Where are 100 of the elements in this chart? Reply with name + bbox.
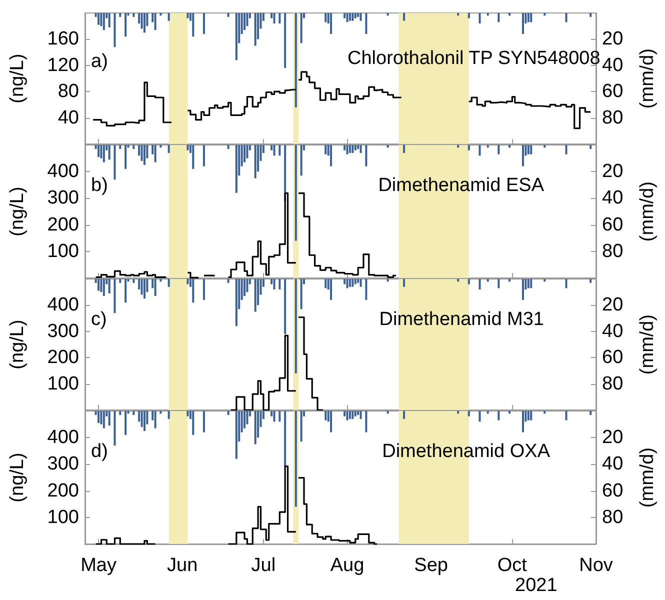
text: Dimethenamid ESA — [378, 175, 544, 196]
bar — [457, 279, 460, 282]
text: Dimethenamid OXA — [382, 441, 550, 462]
bar — [403, 13, 406, 21]
y2-axis-title: (mm/d) — [637, 314, 658, 375]
bar — [348, 279, 351, 287]
bar — [508, 145, 510, 148]
bar — [478, 13, 481, 24]
bar — [352, 13, 354, 21]
y2-tick-label: 20 — [602, 161, 624, 182]
bar — [114, 13, 116, 48]
bar — [344, 145, 346, 150]
y-tick-label: 200 — [47, 480, 79, 502]
bar — [357, 13, 360, 17]
bar — [108, 411, 110, 426]
bar — [108, 145, 110, 160]
bar — [468, 279, 470, 284]
y-tick-label: 160 — [47, 28, 79, 50]
bar — [284, 411, 286, 467]
y-tick-label: 120 — [47, 54, 79, 76]
y2-axis-title: (mm/d) — [637, 181, 658, 242]
bar — [244, 411, 246, 428]
bar — [300, 279, 302, 310]
bar — [202, 411, 205, 432]
bar — [154, 13, 156, 30]
bar — [98, 411, 100, 423]
bar — [202, 145, 205, 166]
bar — [530, 13, 532, 22]
y2-tick-label: 20 — [602, 294, 624, 316]
bar — [508, 279, 510, 282]
bar — [227, 145, 230, 149]
bar — [278, 279, 281, 290]
y2-tick-label: 40 — [602, 188, 624, 209]
y-tick-label: 300 — [47, 454, 79, 475]
bar — [235, 279, 238, 326]
bar — [386, 13, 389, 16]
text: 2021 — [515, 575, 558, 596]
bar — [186, 13, 189, 18]
bar — [457, 145, 460, 148]
bar — [168, 411, 170, 419]
bar — [324, 279, 327, 288]
bar — [386, 411, 389, 414]
bar — [530, 411, 532, 420]
bar — [324, 411, 327, 420]
bar — [119, 279, 122, 283]
bar — [357, 411, 360, 415]
bar — [365, 279, 368, 300]
bar — [527, 13, 530, 22]
bar — [590, 411, 592, 415]
bar — [300, 411, 302, 442]
x-tick-label: Sep — [414, 555, 448, 576]
bar — [108, 13, 110, 28]
x-tick-label: Aug — [330, 555, 364, 576]
bar — [192, 279, 194, 303]
bar — [273, 411, 276, 422]
y2-tick-label: 60 — [602, 214, 624, 236]
bar — [168, 13, 170, 21]
bar — [360, 279, 362, 287]
bar — [235, 13, 238, 60]
bar — [132, 411, 135, 415]
y-tick-label: 100 — [47, 240, 79, 262]
bar — [132, 279, 135, 283]
bar — [102, 279, 105, 296]
bar — [468, 13, 470, 18]
bar — [154, 279, 156, 296]
bar — [102, 145, 105, 162]
y2-tick-label: 40 — [602, 54, 624, 76]
bar — [114, 279, 116, 314]
bar — [202, 13, 205, 34]
bar — [330, 279, 332, 300]
bar — [365, 145, 368, 166]
bar — [143, 13, 146, 33]
y2-tick-label: 80 — [602, 506, 624, 528]
bar — [530, 279, 532, 288]
bar — [100, 13, 102, 26]
bar — [486, 279, 489, 282]
bar — [168, 145, 170, 153]
bar — [354, 411, 356, 416]
bar — [98, 145, 100, 157]
bar — [114, 145, 116, 180]
bar — [508, 13, 510, 16]
bar — [354, 13, 356, 18]
bar — [192, 13, 194, 37]
bar — [186, 411, 189, 416]
y-axis-title: (ng/L) — [7, 186, 28, 236]
bar — [527, 279, 530, 288]
bar — [498, 145, 500, 154]
bar — [360, 411, 362, 419]
y2-tick-label: 20 — [602, 28, 624, 50]
bar — [119, 145, 122, 149]
bar — [124, 411, 127, 435]
bar — [154, 411, 156, 428]
bar — [346, 411, 348, 420]
bar — [527, 145, 530, 154]
y2-tick-label: 40 — [602, 454, 624, 475]
bar — [294, 13, 297, 108]
bar — [565, 279, 568, 288]
bar — [168, 279, 170, 287]
bar — [590, 145, 592, 149]
y2-tick-label: 20 — [602, 427, 624, 448]
